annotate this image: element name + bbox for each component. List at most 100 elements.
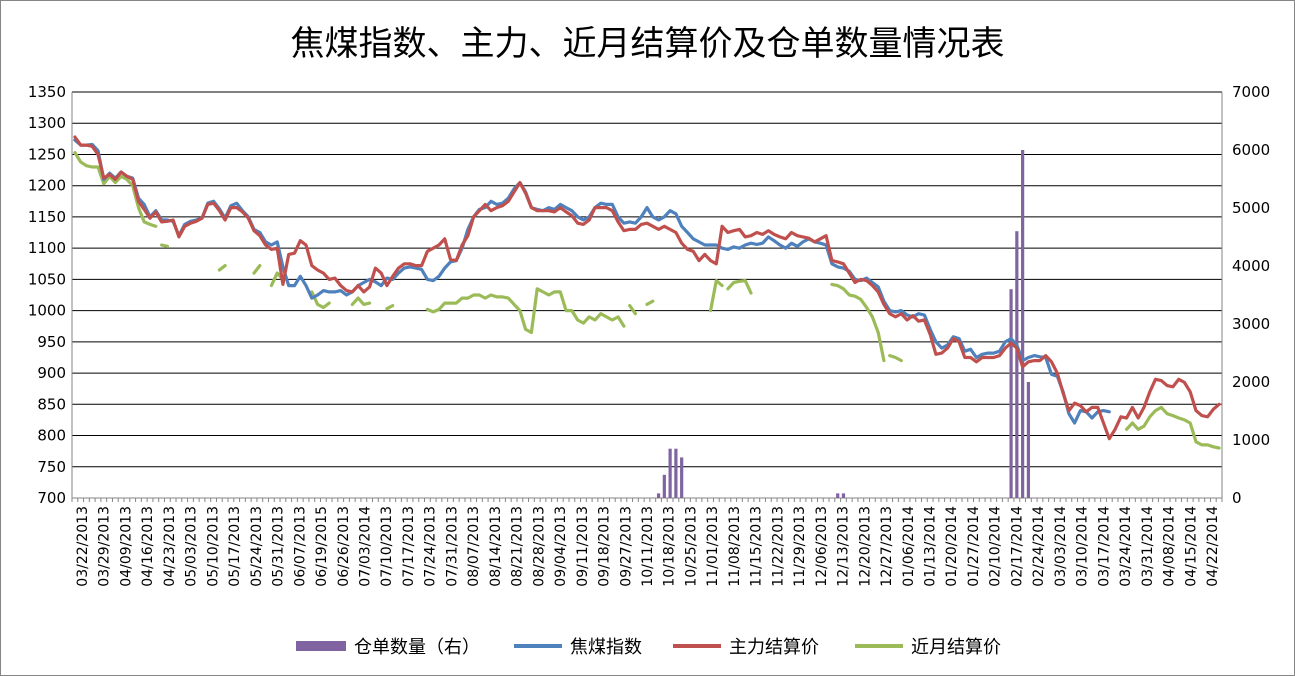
x-tick-label: 07/10/2013 (379, 506, 395, 587)
x-tick-label: 05/03/2013 (184, 506, 200, 587)
x-tick-label: 07/17/2013 (401, 506, 417, 587)
x-tick-label: 02/10/2014 (988, 506, 1004, 587)
y-left-tick-label: 1050 (28, 270, 66, 288)
x-tick-label: 03/10/2014 (1075, 506, 1091, 587)
x-tick-label: 01/06/2014 (901, 506, 917, 587)
near-settle-line (726, 279, 753, 295)
y-right-tick-label: 4000 (1232, 257, 1270, 275)
near-settle-line (628, 304, 638, 316)
x-tick-label: 11/01/2013 (705, 506, 721, 587)
coking-index-line (73, 138, 1111, 425)
warrant-bar (1015, 231, 1019, 498)
legend-label-coking-index: 焦煤指数 (570, 637, 642, 658)
y-left-tick-label: 1200 (28, 177, 66, 195)
near-settle-line (708, 279, 724, 313)
near-settle-line (1124, 405, 1221, 450)
x-tick-label: 11/29/2013 (792, 506, 808, 587)
x-tick-label: 08/07/2013 (466, 506, 482, 587)
x-tick-label: 11/08/2013 (727, 506, 743, 587)
x-tick-label: 03/17/2014 (1096, 506, 1112, 587)
y-right-tick-label: 7000 (1232, 83, 1270, 101)
x-tick-label: 01/27/2014 (966, 506, 982, 587)
legend-label-near-settle: 近月结算价 (911, 637, 1001, 658)
near-settle-line (830, 282, 886, 363)
x-tick-label: 05/10/2013 (205, 506, 221, 587)
near-settle-line (425, 287, 626, 335)
warrant-bar (841, 493, 846, 498)
warrant-bar (680, 457, 684, 498)
x-tick-label: 03/22/2013 (75, 506, 91, 587)
warrant-bar (1026, 382, 1031, 498)
x-tick-label: 03/03/2014 (1053, 506, 1069, 587)
x-tick-label: 09/04/2013 (553, 506, 569, 587)
x-tick-label: 07/24/2013 (423, 506, 439, 587)
warrant-bar (674, 448, 678, 498)
x-tick-label: 05/31/2013 (271, 506, 287, 587)
x-tick-label: 09/18/2013 (597, 506, 613, 587)
x-tick-label: 05/24/2013 (249, 506, 265, 587)
x-tick-label: 04/08/2014 (1162, 506, 1178, 587)
legend-label-main-settle: 主力结算价 (729, 637, 819, 658)
x-tick-label: 06/07/2013 (292, 506, 308, 587)
y-right-tick-label: 2000 (1232, 373, 1270, 391)
near-settle-line (73, 151, 158, 228)
near-settle-line (217, 264, 227, 272)
y-left-tick-label: 1250 (28, 145, 66, 163)
y-left-tick-label: 1350 (28, 83, 66, 101)
x-tick-label: 03/29/2013 (97, 506, 113, 587)
legend-swatch-line-red (673, 644, 721, 648)
y-right-tick-label: 3000 (1232, 315, 1270, 333)
warrant-bar (656, 493, 661, 498)
y-right-tick-label: 5000 (1232, 199, 1270, 217)
legend-item-main-settle: 主力结算价 (673, 632, 819, 660)
legend-label-warrants: 仓单数量（右） (354, 637, 480, 658)
y-right-tick-label: 6000 (1232, 141, 1270, 159)
y-left-tick-label: 1300 (28, 114, 66, 132)
x-tick-label: 01/13/2014 (923, 506, 939, 587)
near-settle-line (645, 299, 655, 306)
legend-swatch-line-blue (514, 644, 562, 648)
y-left-tick-label: 1100 (28, 239, 66, 257)
legend-item-warrants: 仓单数量（右） (296, 632, 480, 660)
near-settle-line (252, 264, 262, 275)
x-tick-label: 08/28/2013 (531, 506, 547, 587)
x-tick-label: 07/03/2014 (358, 506, 374, 587)
x-tick-label: 04/09/2013 (118, 506, 134, 587)
x-tick-label: 11/22/2013 (770, 506, 786, 587)
near-settle-line (385, 304, 395, 311)
x-tick-label: 04/16/2013 (140, 506, 156, 587)
x-tick-label: 02/17/2014 (1009, 506, 1025, 587)
x-tick-label: 08/14/2013 (488, 506, 504, 587)
x-tick-label: 12/06/2013 (814, 506, 830, 587)
x-tick-label: 08/21/2013 (510, 506, 526, 587)
x-tick-label: 12/27/2013 (879, 506, 895, 587)
x-tick-label: 07/31/2013 (444, 506, 460, 587)
x-tick-label: 10/11/2013 (640, 506, 656, 587)
near-settle-line (160, 243, 169, 248)
x-tick-label: 06/26/2013 (336, 506, 352, 587)
warrant-bar (1009, 289, 1013, 498)
x-tick-label: 02/24/2014 (1031, 506, 1047, 587)
x-tick-label: 03/24/2014 (1118, 506, 1134, 587)
y-left-tick-label: 800 (37, 427, 66, 445)
x-tick-label: 03/31/2014 (1140, 506, 1156, 587)
x-tick-label: 09/11/2013 (575, 506, 591, 587)
warrant-bar (662, 474, 666, 498)
x-tick-label: 04/15/2014 (1183, 506, 1199, 587)
y-left-tick-label: 950 (37, 333, 66, 351)
chart-title: 焦煤指数、主力、近月结算价及仓单数量情况表 (290, 24, 1005, 64)
legend-swatch-line-green (855, 644, 903, 648)
x-tick-label: 12/13/2013 (836, 506, 852, 587)
x-tick-label: 04/22/2014 (1205, 506, 1221, 587)
x-tick-label: 11/15/2013 (749, 506, 765, 587)
x-tick-label: 01/20/2014 (944, 506, 960, 587)
near-settle-line (888, 354, 903, 363)
legend-swatch-bar (296, 641, 346, 651)
warrant-bar (836, 493, 840, 498)
legend-item-coking-index: 焦煤指数 (514, 632, 642, 660)
y-left-tick-label: 700 (37, 489, 66, 507)
y-left-tick-label: 1000 (28, 302, 66, 320)
x-tick-label: 10/18/2013 (662, 506, 678, 587)
